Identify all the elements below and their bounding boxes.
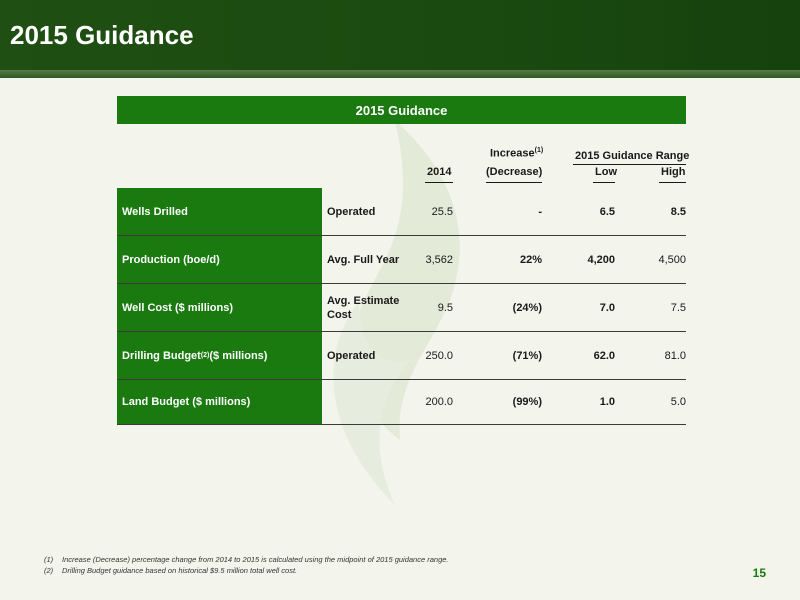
row-label-drilling-budget: Drilling Budget (2) ($ millions): [117, 332, 322, 379]
header-increase: Increase(1): [490, 147, 544, 160]
header-change-underline: [486, 182, 542, 183]
footnote-2: (2) Drilling Budget guidance based on his…: [44, 566, 298, 575]
value-2014: 25.5: [431, 205, 453, 218]
footnotes: (1) Increase (Decrease) percentage change…: [44, 554, 449, 576]
header-decrease: (Decrease): [486, 166, 543, 178]
value-high: 8.5: [670, 205, 686, 218]
row-desc: [327, 380, 405, 424]
value-low: 1.0: [599, 396, 615, 408]
row-desc: Operated: [327, 349, 376, 362]
value-2014: 200.0: [425, 396, 453, 408]
row-divider: [117, 283, 686, 284]
value-change: 22%: [519, 253, 542, 266]
value-low: 6.5: [599, 205, 615, 218]
header-range-underline: [573, 164, 686, 165]
header-guidance-range: 2015 Guidance Range: [575, 150, 690, 162]
page-number: 15: [752, 566, 766, 580]
value-low: 4,200: [587, 253, 615, 266]
row-label-production: Production (boe/d): [117, 236, 322, 283]
row-divider: [117, 424, 686, 425]
header-high: High: [661, 166, 686, 178]
value-high: 4,500: [658, 253, 686, 266]
row-label-wells-drilled: Wells Drilled: [117, 188, 322, 235]
row-desc: Avg. Estimate Cost: [327, 294, 400, 321]
value-change: -: [538, 205, 542, 218]
row-label-well-cost: Well Cost ($ millions): [117, 284, 322, 331]
value-change: (24%): [512, 301, 542, 314]
page-title: 2015 Guidance: [10, 20, 194, 50]
value-high: 7.5: [670, 301, 686, 314]
row-desc: Avg. Full Year: [327, 253, 400, 266]
header-low: Low: [595, 166, 617, 178]
row-divider: [117, 379, 686, 380]
header-banner: [0, 0, 800, 70]
value-low: 7.0: [599, 301, 615, 314]
header-low-underline: [593, 182, 615, 183]
header-2014: 2014: [427, 166, 452, 178]
value-low: 62.0: [593, 349, 615, 362]
value-high: 5.0: [670, 396, 686, 408]
value-2014: 250.0: [425, 349, 453, 362]
row-label-land-budget: Land Budget ($ millions): [117, 380, 322, 424]
value-change: (71%): [512, 349, 542, 362]
table-title: 2015 Guidance: [117, 96, 686, 124]
value-high: 81.0: [664, 349, 686, 362]
row-desc: Operated: [327, 205, 376, 218]
footnote-1: (1) Increase (Decrease) percentage change…: [44, 555, 449, 564]
value-2014: 3,562: [425, 253, 453, 266]
header-accent-bar: [0, 70, 800, 78]
header-2014-underline: [425, 182, 453, 183]
value-2014: 9.5: [437, 301, 453, 314]
row-divider: [117, 235, 686, 236]
row-divider: [117, 331, 686, 332]
flame-watermark-icon: [333, 120, 460, 505]
value-change: (99%): [512, 396, 542, 408]
header-high-underline: [659, 182, 686, 183]
